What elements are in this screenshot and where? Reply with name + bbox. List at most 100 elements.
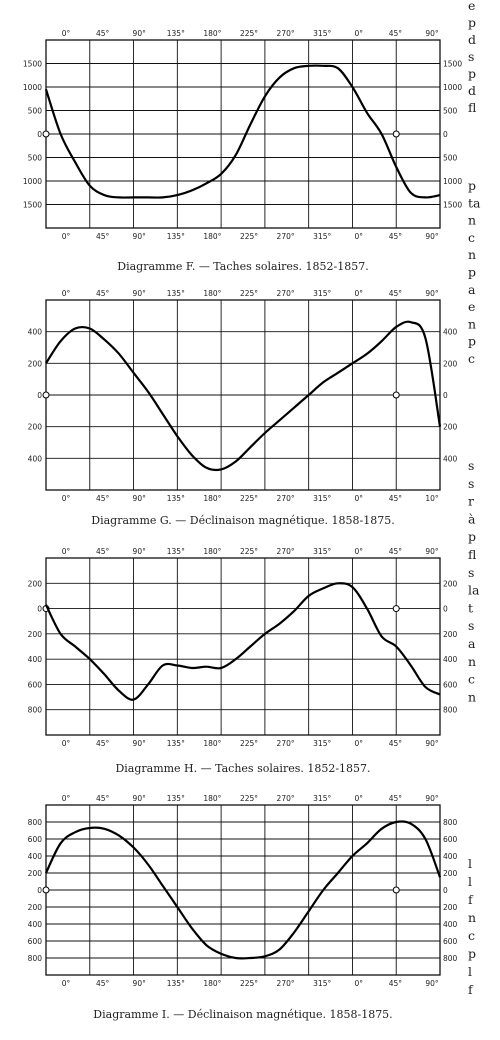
side-text-fragment: c — [468, 230, 475, 245]
side-text-fragment: n — [468, 213, 476, 228]
side-text-fragment: l — [468, 874, 472, 889]
x-tick-bottom-label: 0° — [62, 494, 71, 503]
side-text-fragment: c — [468, 672, 475, 687]
x-tick-bottom-label: 225° — [240, 739, 258, 748]
side-text-fragment: l — [468, 964, 472, 979]
x-tick-top-label: 180° — [203, 29, 221, 38]
x-tick-bottom-label: 90° — [425, 739, 439, 748]
x-tick-bottom-label: 45° — [389, 979, 403, 988]
y-tick-right-label: 200 — [443, 869, 458, 878]
x-tick-bottom-label: 0° — [62, 739, 71, 748]
x-tick-top-label: 0° — [355, 547, 364, 556]
chart-caption: Diagramme G. — Déclinaison magnétique. 1… — [91, 514, 394, 527]
chart-1: 0° 45° 90° 135° 180° 225° 270° 315° 0° 45° 90° 0° 45… — [28, 289, 458, 527]
y-tick-right-label: 1000 — [443, 83, 462, 92]
x-tick-bottom-label: 0° — [62, 232, 71, 241]
y-tick-left-label: 400 — [28, 328, 43, 337]
x-tick-top-label: 0° — [62, 794, 71, 803]
x-tick-bottom-label: 315° — [313, 739, 331, 748]
side-text-fragment: la — [468, 583, 480, 598]
x-tick-bottom-label: 45° — [96, 232, 110, 241]
y-tick-right-label: 800 — [443, 706, 458, 715]
x-tick-top-label: 135° — [167, 289, 185, 298]
side-text-fragment: fl — [468, 100, 476, 115]
side-text-fragment: d — [468, 83, 476, 98]
side-text-fragment: p — [468, 334, 476, 349]
x-tick-top-label: 90° — [425, 794, 439, 803]
y-tick-right-label: 0 — [443, 130, 448, 139]
x-tick-bottom-label: 45° — [96, 979, 110, 988]
side-text-fragment: c — [468, 928, 475, 943]
x-tick-bottom-label: 0° — [62, 979, 71, 988]
x-tick-bottom-label: 10° — [425, 494, 439, 503]
x-tick-bottom-label: 90° — [133, 979, 147, 988]
y-tick-right-label: 600 — [443, 937, 458, 946]
x-tick-bottom-label: 315° — [313, 494, 331, 503]
y-tick-left-label: 0 — [37, 130, 42, 139]
x-tick-top-label: 225° — [240, 547, 258, 556]
side-text-fragment: p — [468, 946, 476, 961]
y-tick-left-label: 500 — [28, 107, 43, 116]
x-tick-bottom-label: 270° — [277, 232, 295, 241]
y-tick-right-label: 200 — [443, 579, 458, 588]
x-tick-top-label: 180° — [203, 547, 221, 556]
y-tick-left-label: 800 — [28, 818, 43, 827]
origin-marker — [42, 391, 50, 399]
side-text-fragment: s — [468, 565, 474, 580]
x-tick-top-label: 0° — [62, 29, 71, 38]
y-tick-left-label: 1000 — [23, 177, 42, 186]
side-text-fragment: e — [468, 0, 475, 13]
x-tick-top-label: 90° — [133, 289, 147, 298]
x-tick-top-label: 135° — [167, 547, 185, 556]
y-tick-right-label: 800 — [443, 818, 458, 827]
chart-caption: Diagramme I. — Déclinaison magnétique. 1… — [93, 1008, 392, 1021]
y-tick-left-label: 400 — [28, 852, 43, 861]
side-text-fragment: t — [468, 600, 473, 615]
y-tick-right-label: 200 — [443, 423, 458, 432]
side-text-fragment: s — [468, 49, 474, 64]
x-tick-top-label: 135° — [167, 29, 185, 38]
side-text-fragment: n — [468, 316, 476, 331]
x-tick-top-label: 45° — [96, 794, 110, 803]
x-tick-top-label: 270° — [277, 547, 295, 556]
x-tick-top-label: 225° — [240, 794, 258, 803]
origin-marker — [392, 391, 400, 399]
x-tick-top-label: 0° — [355, 794, 364, 803]
side-text-fragment: p — [468, 66, 476, 81]
x-tick-bottom-label: 135° — [167, 232, 185, 241]
side-text-fragment: d — [468, 32, 476, 47]
y-tick-left-label: 600 — [28, 937, 43, 946]
y-tick-left-label: 1500 — [23, 60, 42, 69]
side-text-column: epdspdflptancnpaenpcssràpflslatsancnllfn… — [468, 0, 481, 997]
side-text-fragment: n — [468, 654, 476, 669]
y-tick-right-label: 1500 — [443, 201, 462, 210]
x-tick-top-label: 45° — [389, 794, 403, 803]
charts-layer: 0° 45° 90° 135° 180° 225° 270° 315° 0° 45° 90° 0° 45… — [23, 29, 462, 1021]
origin-marker — [392, 886, 400, 894]
chart-3: 0° 45° 90° 135° 180° 225° 270° 315° 0° 45° 90° 0° 45… — [28, 794, 458, 1021]
x-tick-top-label: 0° — [355, 29, 364, 38]
x-tick-bottom-label: 270° — [277, 739, 295, 748]
side-text-fragment: ta — [468, 195, 481, 210]
side-text-fragment: n — [468, 247, 476, 262]
x-tick-bottom-label: 180° — [203, 494, 221, 503]
x-tick-bottom-label: 0° — [355, 232, 364, 241]
x-tick-top-label: 315° — [313, 29, 331, 38]
x-tick-bottom-label: 45° — [389, 232, 403, 241]
x-tick-bottom-label: 225° — [240, 494, 258, 503]
chart-0: 0° 45° 90° 135° 180° 225° 270° 315° 0° 45° 90° 0° 45… — [23, 29, 462, 273]
x-tick-top-label: 315° — [313, 289, 331, 298]
x-tick-bottom-label: 180° — [203, 739, 221, 748]
side-text-fragment: s — [468, 476, 474, 491]
side-text-fragment: p — [468, 15, 476, 30]
x-tick-bottom-label: 180° — [203, 979, 221, 988]
side-text-fragment: s — [468, 618, 474, 633]
side-text-fragment: à — [468, 511, 476, 526]
y-tick-right-label: 500 — [443, 107, 458, 116]
x-tick-top-label: 90° — [133, 547, 147, 556]
y-tick-left-label: 0 — [37, 391, 42, 400]
x-tick-top-label: 270° — [277, 794, 295, 803]
x-tick-bottom-label: 135° — [167, 739, 185, 748]
x-tick-bottom-label: 45° — [389, 494, 403, 503]
y-tick-left-label: 0 — [37, 605, 42, 614]
